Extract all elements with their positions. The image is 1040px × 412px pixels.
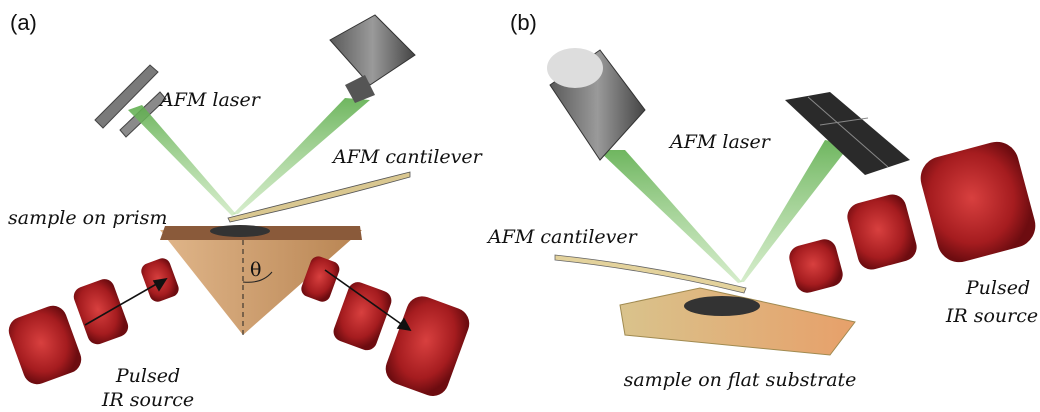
panel-label: (b) [510,10,537,35]
source-label: IR source [101,389,194,411]
source-label: Pulsed [965,277,1030,299]
sample [210,225,270,237]
laser-beam [128,105,236,216]
figure: (a) AFM laser AFM cantilever sample on p… [0,0,1040,412]
sample-label: sample on flat substrate [624,369,857,391]
laser-label: AFM laser [158,89,262,111]
sample [684,296,760,316]
laser-head [330,15,415,103]
sample-label: sample on prism [8,207,167,229]
cantilever-label: AFM cantilever [331,146,484,168]
laser-label: AFM laser [668,131,772,153]
laser-head [547,48,645,160]
source-label: IR source [945,305,1038,327]
angle-label: θ [250,259,261,281]
galvo-mirror [785,92,910,175]
source-label: Pulsed [115,365,180,387]
panel-label: (a) [10,10,37,35]
cantilever-label: AFM cantilever [486,226,639,248]
